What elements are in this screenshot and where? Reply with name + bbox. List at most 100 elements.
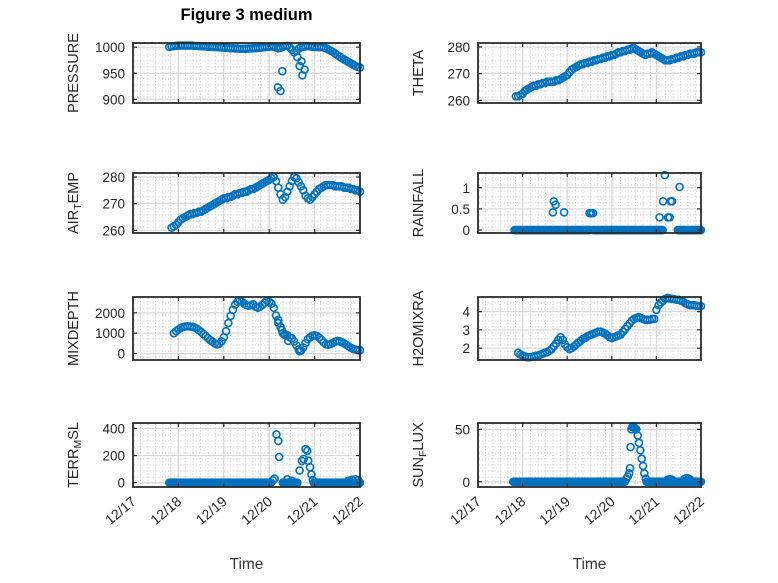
y-tick-label: 0 xyxy=(117,476,125,491)
data-point xyxy=(280,330,289,340)
data-point xyxy=(297,56,306,66)
plot-background xyxy=(478,173,701,233)
data-point xyxy=(625,463,635,473)
axes-box xyxy=(477,172,702,234)
data-point xyxy=(624,469,634,478)
data-point xyxy=(299,454,309,464)
data-point xyxy=(665,213,675,222)
plot-background xyxy=(478,43,701,103)
x-tick-label: 12/17 xyxy=(447,493,484,528)
data-point xyxy=(667,475,677,484)
x-tick-label: 12/19 xyxy=(193,493,230,528)
y-tick-label: 4 xyxy=(462,305,470,320)
y-tick-label: 2000 xyxy=(95,306,125,321)
x-tick-label: 12/18 xyxy=(491,493,528,528)
chart-rainfall: 0 0.5 1 RAINFALL xyxy=(363,163,711,241)
plot-area-pressure: 900 950 1000 PRESSURE xyxy=(66,33,365,113)
y-tick-label: 280 xyxy=(447,40,470,55)
data-point xyxy=(559,207,569,217)
chart-mixdepth: 0 1000 2000 MIXDEPTH xyxy=(18,287,370,368)
data-point xyxy=(630,423,640,433)
data-point xyxy=(317,335,326,345)
data-points xyxy=(511,44,706,101)
axes-box xyxy=(132,296,361,361)
data-point xyxy=(545,346,554,356)
tick-marks xyxy=(132,43,361,103)
data-point xyxy=(558,335,568,345)
y-tick-label: 1 xyxy=(462,181,470,196)
y-tick-label: 270 xyxy=(102,197,125,212)
data-point xyxy=(221,326,231,336)
major-grid xyxy=(478,297,701,360)
data-point xyxy=(295,346,304,356)
figure-title: Figure 3 medium xyxy=(180,6,313,24)
y-tick-label: 3 xyxy=(462,323,470,338)
data-points xyxy=(513,293,706,362)
data-point xyxy=(269,303,279,313)
data-point xyxy=(308,475,318,485)
data-point xyxy=(271,311,281,320)
data-points xyxy=(169,296,365,356)
plot-area-mixdepth: 0 1000 2000 MIXDEPTH xyxy=(66,291,365,366)
tick-marks xyxy=(132,173,361,233)
data-point xyxy=(649,314,659,324)
data-points xyxy=(508,421,706,487)
tick-marks xyxy=(477,173,702,233)
x-axis-title-left: Time xyxy=(229,556,264,573)
y-axis-label-theta: THETA xyxy=(411,49,427,96)
chart-terr-msl: 0 200 400 TERRMSL 12/17 12/18 12/19 12/20 12/21 1… xyxy=(18,413,370,542)
y-tick-label: 1000 xyxy=(95,326,125,341)
plot-area-air_temp: 260 270 280 AIRTEMP xyxy=(66,170,365,238)
data-points xyxy=(165,41,365,96)
x-tick-label: 12/17 xyxy=(102,493,139,528)
y-tick-label: 260 xyxy=(447,93,470,108)
data-point xyxy=(636,445,645,455)
data-point xyxy=(685,475,695,484)
plot-area-rainfall: 0 0.5 1 RAINFALL xyxy=(411,169,706,238)
data-point xyxy=(655,213,664,222)
x-tick-label: 12/21 xyxy=(625,493,662,528)
x-tick-label: 12/20 xyxy=(238,493,275,528)
y-tick-label: 0.5 xyxy=(451,202,470,217)
tick-marks xyxy=(132,423,361,487)
x-tick-label: 12/21 xyxy=(283,493,320,528)
axes-box xyxy=(477,42,702,104)
data-point xyxy=(626,442,635,452)
x-tick-label: 12/20 xyxy=(581,493,618,528)
axes-box xyxy=(132,172,361,234)
y-axis-label-h2omixra: H2OMIXRA xyxy=(411,290,427,366)
y-tick-label: 50 xyxy=(455,422,470,437)
axes-box xyxy=(477,422,702,488)
data-point xyxy=(268,475,278,485)
data-point xyxy=(641,474,650,483)
data-point xyxy=(228,305,238,315)
data-point xyxy=(314,333,324,342)
data-point xyxy=(283,474,292,484)
y-tick-label: 260 xyxy=(102,223,125,238)
y-tick-label: 1000 xyxy=(95,40,125,55)
y-tick-label: 0 xyxy=(117,346,125,361)
data-point xyxy=(307,470,316,479)
y-tick-label: 950 xyxy=(102,66,125,81)
chart-air-temp: 260 270 280 AIRTEMP xyxy=(18,163,370,241)
data-point xyxy=(300,65,309,74)
y-axis-label-mixdepth: MIXDEPTH xyxy=(66,291,82,366)
chart-h2omixra: 2 3 4 H2OMIXRA xyxy=(363,287,711,368)
data-point xyxy=(588,208,598,218)
y-axis-label-sun_flux: SUNFLUX xyxy=(411,422,429,488)
data-point xyxy=(276,86,285,96)
x-tick-label: 12/22 xyxy=(329,493,366,528)
data-point xyxy=(278,66,287,76)
data-point xyxy=(667,197,677,206)
y-tick-label: 0 xyxy=(462,475,470,490)
plot-area-theta: 260 270 280 THETA xyxy=(411,40,706,108)
y-tick-label: 200 xyxy=(102,449,125,464)
y-axis-label-rainfall: RAINFALL xyxy=(411,169,427,238)
y-tick-label: 900 xyxy=(102,92,125,107)
x-tick-label: 12/19 xyxy=(536,493,573,528)
y-axis-label-air_temp: AIRTEMP xyxy=(66,172,84,234)
data-point xyxy=(214,339,224,349)
y-axis-label-pressure: PRESSURE xyxy=(66,33,82,113)
data-point xyxy=(548,207,558,217)
